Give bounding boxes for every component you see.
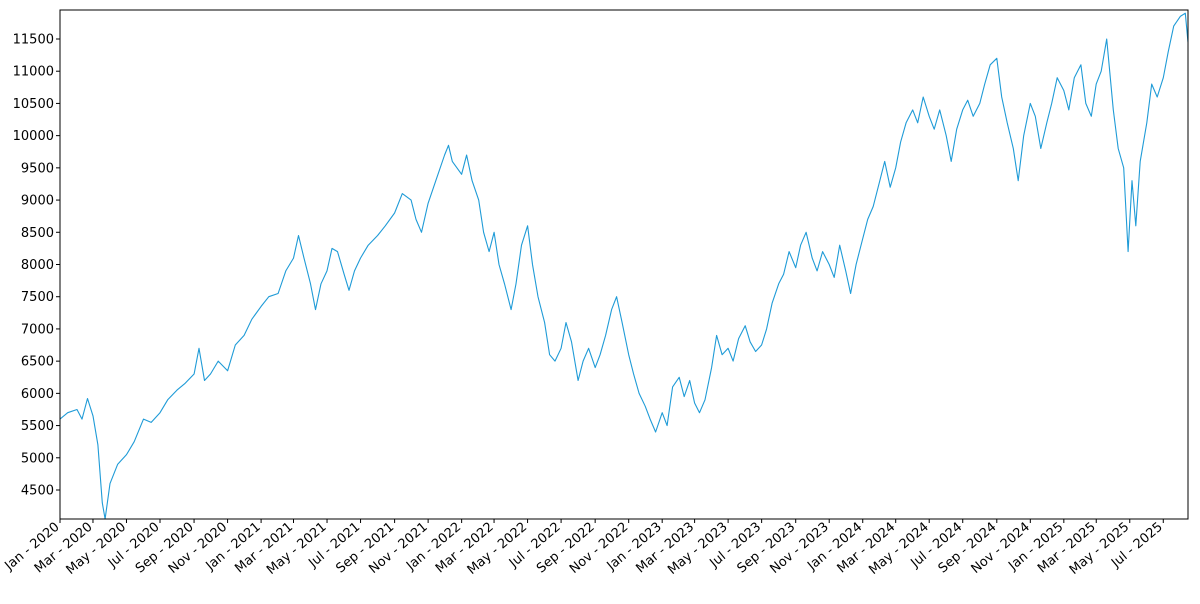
plot-frame [59, 9, 1189, 520]
y-tick-label: 5000 [21, 451, 54, 466]
plot-area [60, 12, 1188, 519]
series-line-0 [60, 12, 1188, 519]
y-tick-label: 7500 [21, 290, 54, 305]
y-tick-label: 8500 [21, 226, 54, 241]
y-tick-label: 4500 [21, 484, 54, 499]
y-tick-label: 10500 [13, 97, 54, 112]
y-tick-label: 11500 [13, 32, 54, 47]
y-tick-label: 6000 [21, 387, 54, 402]
y-tick-label: 6500 [21, 355, 54, 370]
y-tick-label: 9500 [21, 161, 54, 176]
y-tick-label: 7000 [21, 322, 54, 337]
y-tick-label: 5500 [21, 419, 54, 434]
y-axis: 4500 5000 5500 6000 6500 7000 7500 8000 8500 9000… [13, 32, 60, 499]
y-tick-label: 10000 [13, 129, 54, 144]
y-tick-label: 9000 [21, 194, 54, 209]
y-tick-label: 8000 [21, 258, 54, 273]
y-tick-label: 11000 [13, 65, 54, 80]
